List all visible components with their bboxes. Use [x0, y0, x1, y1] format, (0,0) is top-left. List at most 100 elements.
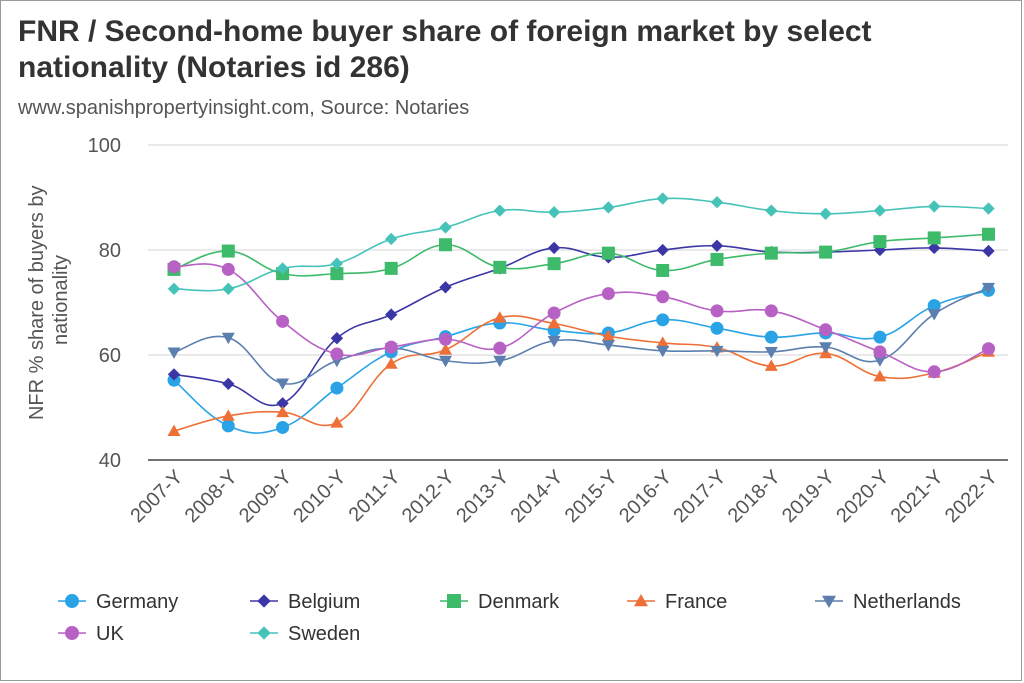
data-point-sweden [819, 207, 832, 220]
data-point-denmark [547, 257, 561, 271]
data-point-denmark [330, 267, 344, 281]
data-point-belgium [222, 377, 235, 391]
x-tick-label: 2010-Y [289, 466, 350, 527]
legend-item-france: France [627, 591, 727, 613]
x-tick-label: 2018-Y [724, 466, 785, 527]
data-point-denmark [982, 227, 995, 241]
y-axis-label: NFR % share of buyers by nationality [26, 180, 72, 420]
data-point-uk [710, 304, 724, 318]
data-point-sweden [222, 282, 235, 296]
data-point-uk [330, 347, 344, 361]
legend-item-denmark: Denmark [440, 591, 560, 613]
data-point-denmark [493, 260, 507, 274]
series-line-france [173, 315, 989, 432]
x-tick-label: 2015-Y [561, 466, 622, 527]
data-point-netherlands [167, 347, 181, 359]
data-point-netherlands [873, 355, 887, 367]
legend-marker-denmark [447, 594, 461, 608]
data-point-france [384, 357, 398, 369]
y-axis-label-line-2: nationality [50, 255, 72, 345]
series-lines [167, 192, 995, 436]
data-point-france [221, 409, 235, 421]
data-point-netherlands [982, 282, 995, 295]
data-point-netherlands [819, 342, 833, 354]
data-point-denmark [764, 246, 778, 260]
legend-marker-sweden [257, 626, 271, 640]
data-point-denmark [927, 231, 941, 245]
data-point-uk [982, 342, 995, 356]
data-point-germany [656, 313, 670, 327]
x-tick-label: 2022-Y [941, 466, 1002, 527]
series-line-netherlands [173, 287, 989, 385]
legend-marker-france [634, 594, 648, 607]
x-tick-label: 2021-Y [887, 466, 948, 527]
data-point-netherlands [221, 332, 235, 345]
legend-label-germany: Germany [96, 591, 178, 613]
legend-item-belgium: Belgium [250, 591, 360, 613]
y-tick-label: 100 [88, 135, 121, 157]
data-point-denmark [873, 235, 887, 249]
data-point-netherlands [764, 346, 778, 359]
legend-marker-belgium [257, 594, 271, 608]
data-point-denmark [221, 244, 235, 258]
data-point-france [330, 416, 344, 428]
data-point-sweden [493, 204, 506, 217]
data-point-uk [656, 290, 670, 304]
y-tick-labels: 40 60 80 100 [88, 135, 121, 472]
y-tick-label: 60 [99, 345, 121, 367]
x-tick-label: 2017-Y [669, 466, 730, 527]
legend-marker-uk [65, 626, 79, 640]
legend-label-belgium: Belgium [288, 591, 360, 613]
legend-item-germany: Germany [58, 591, 178, 613]
data-point-belgium [330, 332, 344, 345]
x-tick-label: 2012-Y [398, 466, 459, 527]
legend-marker-netherlands [822, 595, 836, 608]
data-point-netherlands [547, 335, 561, 348]
data-point-uk [221, 262, 235, 276]
data-point-uk [873, 345, 887, 359]
x-tick-labels: 2007-Y2008-Y2009-Y2010-Y2011-Y2012-Y2013… [126, 466, 1002, 527]
series-line-denmark [173, 233, 989, 277]
data-point-germany [764, 330, 778, 344]
data-point-uk [601, 287, 615, 301]
data-point-sweden [656, 192, 669, 205]
data-point-uk [547, 306, 561, 320]
series-line-germany [173, 289, 989, 434]
data-point-france [873, 370, 887, 382]
y-axis-label-line-1: NFR % share of buyers by [26, 186, 48, 421]
data-point-france [656, 336, 670, 348]
data-point-france [493, 311, 507, 323]
x-tick-label: 2008-Y [181, 466, 242, 527]
data-point-netherlands [493, 355, 507, 368]
series-uk [167, 260, 995, 379]
series-netherlands [167, 282, 995, 390]
data-point-sweden [928, 200, 941, 213]
data-point-germany [873, 330, 887, 344]
data-point-france [439, 343, 452, 355]
data-point-denmark [656, 263, 670, 277]
data-point-sweden [547, 206, 561, 219]
data-point-germany [927, 299, 941, 313]
data-point-france [547, 317, 561, 329]
series-line-uk [173, 263, 989, 373]
chart-subtitle: www.spanishpropertyinsight.com, Source: … [18, 97, 470, 119]
data-point-belgium [276, 397, 289, 410]
data-point-sweden [385, 232, 398, 246]
y-tick-label: 40 [99, 450, 121, 472]
series-germany [167, 283, 995, 434]
x-tick-label: 2016-Y [615, 466, 676, 527]
series-denmark [167, 227, 995, 281]
legend-label-france: France [665, 591, 727, 613]
data-point-belgium [167, 368, 181, 381]
data-point-sweden [710, 196, 724, 209]
x-tick-label: 2019-Y [778, 466, 839, 527]
data-point-uk [927, 365, 941, 379]
series-sweden [167, 192, 995, 296]
data-point-uk [764, 304, 778, 318]
x-tick-label: 2011-Y [345, 466, 405, 526]
legend-label-netherlands: Netherlands [853, 591, 961, 613]
data-point-netherlands [710, 345, 724, 358]
legend-item-sweden: Sweden [250, 623, 360, 645]
legend-label-uk: UK [96, 623, 124, 645]
